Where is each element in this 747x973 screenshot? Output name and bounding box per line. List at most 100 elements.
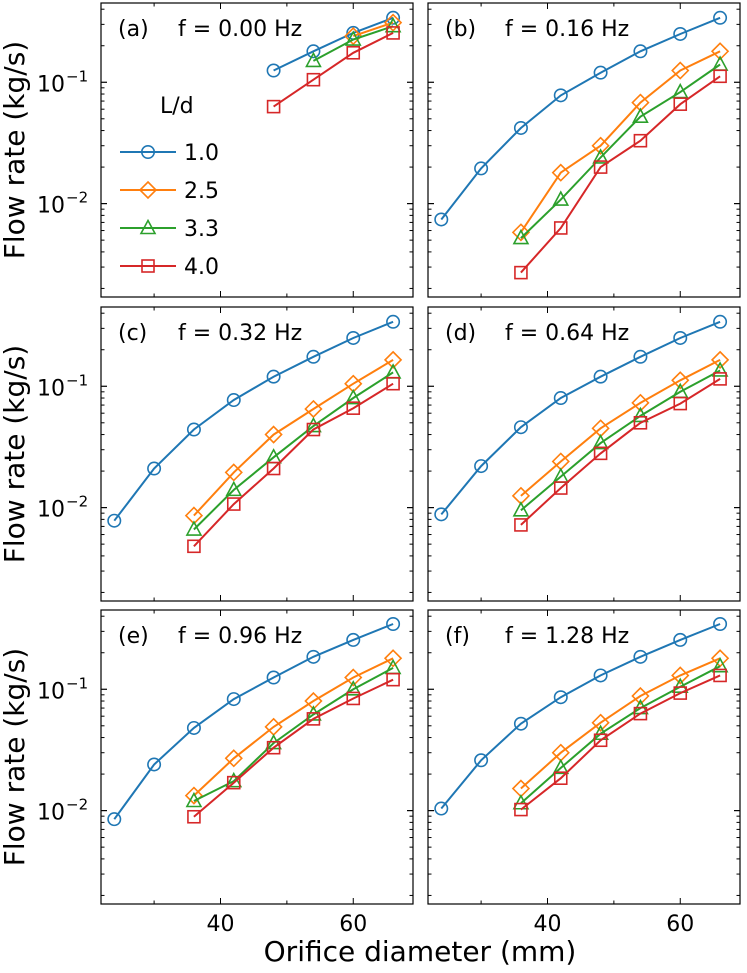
data-point-marker xyxy=(266,461,281,476)
data-point-marker xyxy=(673,97,688,111)
y-tick-label: 10 xyxy=(37,498,65,523)
legend: L/d 1.0 2.5 3.3 4.0 xyxy=(120,94,219,280)
data-point-marker xyxy=(633,349,648,364)
data-point-marker xyxy=(344,680,362,696)
data-point-marker xyxy=(226,497,241,511)
series-line xyxy=(520,378,721,526)
data-point-marker xyxy=(224,749,243,768)
x-tick-label: 60 xyxy=(339,912,367,937)
data-point-marker xyxy=(386,617,401,632)
panel-title: f = 0.16 Hz xyxy=(505,17,629,42)
series-ld-4-0 xyxy=(187,672,400,824)
data-point-marker xyxy=(631,393,650,412)
x-axis-label: Orifice diameter (mm) xyxy=(264,935,577,968)
panel-title: f = 0.32 Hz xyxy=(178,321,302,346)
data-point-marker xyxy=(225,480,243,497)
data-point-marker xyxy=(633,706,648,721)
series-line xyxy=(273,32,394,108)
y-tick-label-exponent: −2 xyxy=(66,796,88,814)
data-point-marker xyxy=(305,416,322,433)
series-ld-1-0 xyxy=(107,314,401,528)
y-tick-label: 10 xyxy=(37,72,65,97)
series-ld-3-3 xyxy=(305,16,402,68)
data-point-marker xyxy=(187,539,201,554)
data-point-marker xyxy=(266,369,281,384)
data-point-marker xyxy=(386,376,400,391)
series-ld-3-3 xyxy=(512,361,729,517)
data-point-marker xyxy=(305,51,322,68)
data-point-marker xyxy=(553,391,568,406)
data-point-marker xyxy=(434,212,449,227)
data-point-marker xyxy=(346,330,361,345)
legend-marker xyxy=(141,259,155,273)
data-point-marker xyxy=(514,265,528,280)
panel-frame xyxy=(427,2,741,298)
data-point-marker xyxy=(266,670,281,685)
data-point-marker xyxy=(593,733,608,748)
data-point-marker xyxy=(264,425,283,444)
series-line xyxy=(520,50,721,233)
panel-label: (b) xyxy=(445,17,476,42)
data-point-marker xyxy=(266,63,281,78)
series-ld-4-0 xyxy=(514,372,727,532)
panel-label: (f) xyxy=(445,624,470,649)
data-point-marker xyxy=(346,401,361,415)
data-point-marker xyxy=(514,518,528,532)
data-point-marker xyxy=(713,10,728,25)
data-point-marker xyxy=(514,802,528,817)
panel-frame xyxy=(100,2,414,298)
data-point-marker xyxy=(632,406,649,423)
data-point-marker xyxy=(304,691,323,711)
data-point-marker xyxy=(553,88,568,103)
data-point-marker xyxy=(633,415,648,430)
panel-label: (e) xyxy=(118,624,149,649)
data-point-marker xyxy=(266,99,281,114)
panel-frame xyxy=(100,306,414,602)
data-point-marker xyxy=(147,757,162,772)
panel-title: f = 0.64 Hz xyxy=(505,321,629,346)
series-line xyxy=(273,16,394,72)
data-point-marker xyxy=(346,45,361,60)
data-point-marker xyxy=(186,720,201,735)
y-tick-label-exponent: −1 xyxy=(66,371,88,389)
series-ld-2-5 xyxy=(511,42,730,242)
y-axis-label: Flow rate (kg/s) xyxy=(0,345,31,563)
panel-frame xyxy=(100,609,414,905)
data-point-marker xyxy=(710,350,730,370)
data-point-marker xyxy=(266,740,281,755)
data-point-marker xyxy=(512,501,530,517)
panel-frame xyxy=(427,609,741,905)
panel-label: (c) xyxy=(118,321,147,346)
series-line xyxy=(520,75,721,274)
data-point-marker xyxy=(386,314,401,329)
y-tick-label-exponent: −1 xyxy=(66,67,88,85)
data-point-marker xyxy=(513,420,528,435)
data-point-marker xyxy=(673,686,688,700)
series-line xyxy=(193,678,394,818)
series-ld-4-0 xyxy=(514,69,727,280)
panel-title: f = 0.00 Hz xyxy=(178,17,302,42)
data-point-marker xyxy=(633,44,648,59)
data-point-marker xyxy=(185,791,203,808)
series-line xyxy=(520,674,721,811)
series-ld-1-0 xyxy=(434,314,728,522)
series-ld-1-0 xyxy=(434,10,728,227)
data-point-marker xyxy=(553,771,568,785)
series-line xyxy=(520,665,721,805)
data-point-marker xyxy=(474,753,489,768)
data-point-marker xyxy=(632,107,649,124)
data-point-marker xyxy=(344,26,363,46)
y-tick-label-exponent: −2 xyxy=(66,493,88,511)
data-point-marker xyxy=(306,422,321,437)
data-point-marker xyxy=(147,461,162,476)
legend-entry: 4.0 xyxy=(120,255,219,280)
series-ld-1-0 xyxy=(107,617,401,827)
data-point-marker xyxy=(593,65,608,80)
data-point-marker xyxy=(713,372,727,386)
series-ld-4-0 xyxy=(514,668,727,817)
panel-title: f = 0.96 Hz xyxy=(178,624,302,649)
